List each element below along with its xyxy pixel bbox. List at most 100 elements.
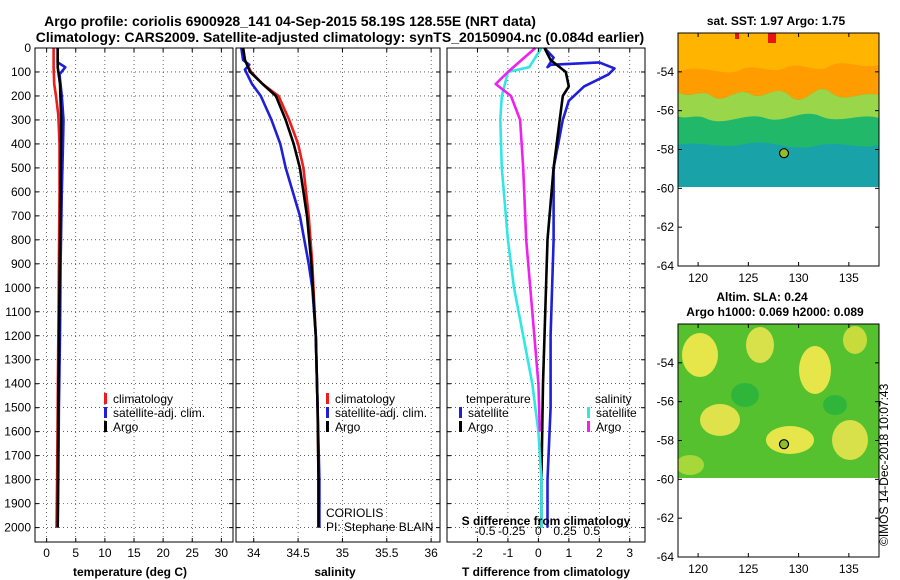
legend-label-satellite: satellite-adj. clim.: [113, 406, 205, 420]
sla-high-anomaly: [682, 333, 718, 377]
x-tick-label: 1: [566, 546, 573, 560]
x-tick-label: 2: [596, 546, 603, 560]
y-tick-label: 100: [11, 65, 31, 79]
temperature-series: [52, 48, 67, 528]
legend-swatch-satellite: [326, 407, 329, 418]
legend-swatch-t-satellite: [459, 407, 462, 418]
figure-title-line1: Argo profile: coriolis 6900928_141 04-Se…: [44, 13, 536, 29]
map-y-tick-label: -56: [657, 104, 675, 118]
salinity-series: [240, 47, 321, 528]
sla-no-data-region: [678, 478, 879, 557]
map-x-tick-label: 135: [839, 271, 859, 285]
y-tick-label: 1800: [4, 473, 31, 487]
sla-map-title-line1: Altim. SLA: 0.24: [716, 290, 808, 304]
sla-high-anomaly: [843, 326, 867, 354]
y-tick-label: 0: [24, 41, 31, 55]
y-tick-label: 700: [11, 209, 31, 223]
secondary-tick-label: -0.5: [475, 524, 496, 538]
map-x-tick-label: 120: [688, 271, 708, 285]
difference-axes-frame: [446, 47, 646, 543]
sla-low-anomaly: [823, 395, 847, 415]
x-tick-label: 34: [247, 546, 261, 560]
y-tick-label: 1600: [4, 425, 31, 439]
legend-swatch-s-argo: [587, 421, 590, 432]
legend-label-climatology: climatology: [335, 392, 395, 406]
map-x-tick-label: 135: [839, 562, 859, 576]
x-tick-label: 0: [43, 546, 50, 560]
salinity-xlabel: salinity: [314, 565, 356, 579]
sla-map-title-line2: Argo h1000: 0.069 h2000: 0.089: [686, 305, 864, 319]
sla-high-anomaly: [678, 455, 704, 475]
sst-warmest-region: [678, 33, 879, 73]
temperature-legend: climatology satellite-adj. clim. Argo: [104, 392, 205, 434]
legend-title-salinity: salinity: [595, 392, 632, 406]
map-x-tick-label: 130: [789, 562, 809, 576]
y-tick-label: 1000: [4, 281, 31, 295]
sst-map-panel: sat. SST: 1.97 Argo: 1.75 120 125 130 135 -5…: [657, 14, 880, 285]
series-line-argo: [56, 48, 63, 528]
x-tick-label: -1: [503, 546, 514, 560]
salinity-annotation-line2: PI: Stephane BLAIN: [326, 520, 433, 534]
map-y-tick-label: -60: [657, 181, 675, 195]
map-x-tick-label: 125: [738, 271, 758, 285]
sst-map-ticks: 120 125 130 135 -54 -56 -58 -60 -62 -64: [657, 33, 879, 285]
x-tick-label: 3: [626, 546, 633, 560]
x-tick-label: 5: [72, 546, 79, 560]
x-tick-label: 36: [424, 546, 438, 560]
y-tick-label: 2000: [4, 521, 31, 535]
sst-map-field: [678, 33, 879, 266]
map-y-tick-label: -56: [657, 395, 675, 409]
sst-transition-region: [678, 89, 879, 122]
map-y-tick-label: -54: [657, 65, 675, 79]
sst-argo-position-marker: [778, 148, 790, 159]
sst-map-title: sat. SST: 1.97 Argo: 1.75: [707, 14, 846, 28]
y-tick-label: 1700: [4, 449, 31, 463]
sst-hot-spot: [768, 33, 776, 43]
legend-swatch-satellite: [104, 407, 107, 418]
difference-secondary-label: S difference from climatology: [462, 514, 631, 528]
x-tick-label: -2: [472, 546, 483, 560]
legend-title-temperature: temperature: [466, 392, 531, 406]
y-tick-label: 1400: [4, 377, 31, 391]
temperature-panel: 0 5 10 15 20 25 300100200300400500600700800900…: [4, 41, 234, 579]
sla-map-panel: Altim. SLA: 0.24 Argo h1000: 0.069 h2000…: [657, 290, 880, 576]
legend-swatch-climatology: [326, 393, 329, 404]
y-tick-label: 1500: [4, 401, 31, 415]
legend-swatch-s-satellite: [587, 407, 590, 418]
y-tick-label: 500: [11, 161, 31, 175]
difference-series: [494, 47, 616, 528]
y-tick-label: 1200: [4, 329, 31, 343]
series-line-t-argo: [540, 47, 571, 528]
difference-secondary-ticks: -0.5 -0.25 0 0.25 0.5: [475, 524, 601, 538]
y-tick-label: 900: [11, 257, 31, 271]
x-tick-label: 34.5: [286, 546, 310, 560]
difference-grid: [447, 47, 645, 542]
sla-high-anomaly: [700, 404, 740, 436]
sla-map-field: [678, 324, 879, 557]
salinity-legend: climatology satellite-adj. clim. Argo: [326, 392, 427, 434]
legend-label-t-argo: Argo: [468, 420, 494, 434]
x-tick-label: 35: [336, 546, 350, 560]
imos-timestamp-note: ©IMOS 14-Dec-2018 10:07:43: [877, 383, 891, 546]
sla-high-anomaly: [832, 420, 868, 460]
sla-high-anomaly: [766, 426, 814, 454]
legend-swatch-argo: [326, 421, 329, 432]
sla-map-ticks: 120 125 130 135 -54 -56 -58 -60 -62 -64: [657, 324, 879, 576]
difference-panel: -2 -1 0 1 2 3 T difference from climatology S…: [446, 47, 646, 579]
legend-swatch-climatology: [104, 393, 107, 404]
map-x-tick-label: 120: [688, 562, 708, 576]
map-x-tick-label: 130: [789, 271, 809, 285]
difference-xlabel: T difference from climatology: [462, 565, 630, 579]
x-tick-label: 0: [535, 546, 542, 560]
difference-ticks: -2 -1 0 1 2 3: [447, 47, 645, 560]
secondary-tick-label: 0.25: [553, 524, 577, 538]
series-line-t-satellite: [543, 47, 616, 528]
map-y-tick-label: -62: [657, 220, 675, 234]
legend-label-s-satellite: satellite: [596, 406, 637, 420]
x-tick-label: 25: [186, 546, 200, 560]
sst-no-data-region: [678, 187, 879, 266]
x-tick-label: 15: [127, 546, 141, 560]
secondary-tick-label: 0: [535, 524, 542, 538]
map-y-tick-label: -62: [657, 511, 675, 525]
